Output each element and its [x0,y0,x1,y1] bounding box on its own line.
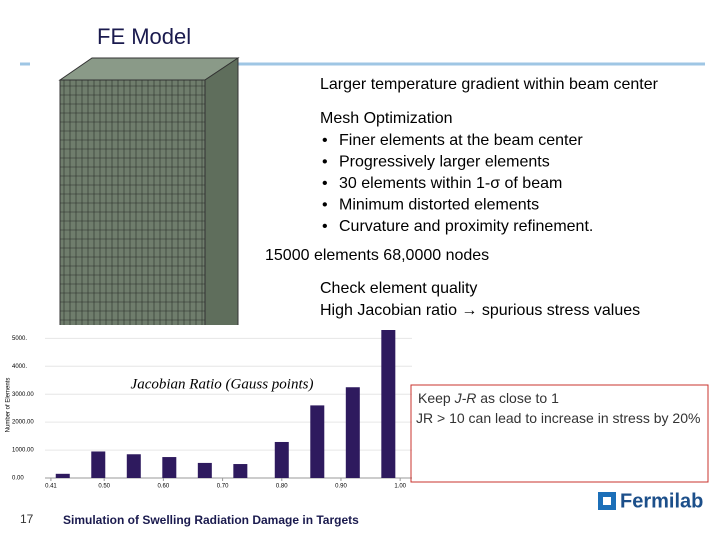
bar [91,451,106,478]
bullet-text: Curvature and proximity refinement. [339,218,593,235]
note: Mesh Optimization [320,110,453,127]
callout-text: JR > 10 can lead to increase in stress b… [416,410,701,426]
bar [55,473,70,478]
callout-wrap: JR > 10 can lead to increase in stress b… [416,410,701,426]
bar [162,457,177,478]
callout-text: Keep J-R as close to 1 [418,390,559,406]
bullet-text: Progressively larger elements [339,154,550,171]
y-axis-label: Number of Elements [6,378,12,433]
x-tick-label: 0.90 [335,484,347,490]
footer-caption: Simulation of Swelling Radiation Damage … [63,513,359,527]
bullet-marker: • [322,175,328,192]
mesh-model [58,57,240,374]
y-tick-label: 5000. [12,336,27,342]
bullet-marker: • [322,218,328,235]
bar [197,462,212,478]
bar [274,441,289,478]
logo-mark [603,497,611,505]
bullet-marker: • [322,132,328,149]
y-tick-label: 2000.00 [12,420,34,426]
histogram: 0.00 1000.00 2000.00 3000.00 4000. 5000. 0.41 0… [12,330,412,490]
y-tick-label: 1000.00 [12,448,34,454]
bar [310,405,325,478]
callout-box [410,384,709,483]
bullet-marker: • [322,154,328,171]
bar [345,387,360,478]
x-tick-label: 0.41 [45,484,57,490]
chart-background [0,325,412,490]
callout-text: Keep [418,390,455,406]
note: 15000 elements 68,0000 nodes [265,247,489,264]
page-number: 17 [20,512,34,526]
bar [126,454,141,478]
x-tick-label: 0.50 [98,484,110,490]
chart-title: Jacobian Ratio (Gauss points) [131,376,314,392]
callout-text: J-R [454,390,477,406]
x-tick-label: 1.00 [394,484,406,490]
logo: Fermilab [598,490,703,512]
bar [233,464,248,478]
mesh-lines [60,80,205,372]
bullet-text: Finer elements at the beam center [339,132,583,149]
note: Check element quality [320,280,477,297]
callout-text: as close to 1 [476,390,559,406]
bullet-text: Minimum distorted elements [339,197,539,214]
y-tick-label: 4000. [12,364,27,370]
y-tick-label: 3000.00 [12,392,34,398]
y-tick-label: 0.00 [12,476,24,482]
mesh-front [59,79,206,373]
x-tick-label: 0.70 [217,484,229,490]
x-tick-label: 0.60 [158,484,170,490]
bullet-text: 30 elements within 1-σ of beam [339,175,562,192]
bullet-list: • Finer elements at the beam center • Progr… [322,132,593,235]
note: High Jacobian ratio → spurious stress va… [320,302,640,319]
logo-text: Fermilab [620,490,703,512]
bullet-marker: • [322,197,328,214]
mesh-side [204,57,239,374]
bar [381,330,396,478]
slide-title: FE Model [97,24,191,49]
note: Larger temperature gradient within beam … [320,76,659,93]
x-tick-label: 0.80 [276,484,288,490]
